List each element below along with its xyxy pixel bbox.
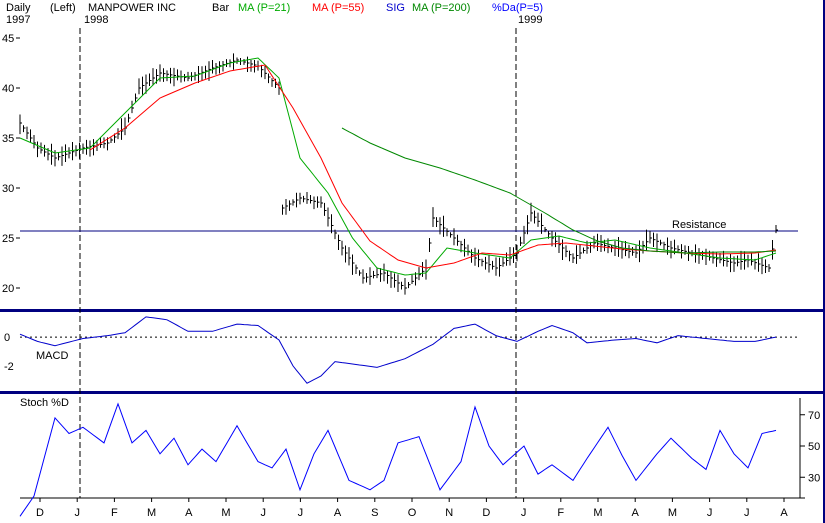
stoch-tick-label-70: 70 bbox=[808, 410, 820, 422]
ma200-legend: MA (P=200) bbox=[412, 2, 470, 14]
ma55-legend: MA (P=55) bbox=[312, 2, 364, 14]
year-1997-label: 1997 bbox=[6, 14, 30, 26]
stoch-tick-label-50: 50 bbox=[808, 441, 820, 453]
month-label-2: F bbox=[111, 507, 118, 519]
price-panel: 20 25 30 35 40 45 bbox=[2, 33, 798, 295]
month-label-1: J bbox=[74, 507, 80, 519]
period-label: Daily bbox=[6, 2, 31, 14]
month-label-8: A bbox=[334, 507, 342, 519]
month-label-14: F bbox=[557, 507, 564, 519]
month-label-6: J bbox=[260, 507, 266, 519]
macd-tick-label--2: -2 bbox=[4, 361, 14, 373]
price-tick-label-35: 35 bbox=[2, 133, 14, 145]
month-label-20: A bbox=[780, 507, 788, 519]
month-label-7: J bbox=[298, 507, 304, 519]
month-label-9: S bbox=[371, 507, 378, 519]
month-label-16: A bbox=[632, 507, 640, 519]
stoch-line bbox=[19, 402, 777, 517]
month-label-11: N bbox=[445, 507, 453, 519]
price-tick-label-30: 30 bbox=[2, 183, 14, 195]
right-edge bbox=[823, 0, 825, 523]
chart-kind-label: Bar bbox=[212, 2, 229, 14]
stoch-panel: 30 50 70 bbox=[19, 398, 820, 517]
year-1999-label: 1999 bbox=[518, 14, 542, 26]
pctd-legend: %Da(P=5) bbox=[492, 2, 543, 14]
price-tick-label-20: 20 bbox=[2, 283, 14, 295]
divider-middle bbox=[0, 391, 825, 394]
ma21-legend: MA (P=21) bbox=[238, 2, 290, 14]
month-label-5: M bbox=[221, 507, 230, 519]
stoch-label: Stoch %D bbox=[20, 397, 69, 409]
macd-panel: 0 -2 bbox=[4, 316, 798, 384]
price-tick-label-25: 25 bbox=[2, 233, 14, 245]
price-tick-label-40: 40 bbox=[2, 83, 14, 95]
month-label-10: O bbox=[408, 507, 417, 519]
company-label: MANPOWER INC bbox=[88, 2, 176, 14]
month-label-4: A bbox=[185, 507, 193, 519]
month-label-15: M bbox=[593, 507, 602, 519]
ma21-line bbox=[19, 57, 777, 276]
axis-side-label: (Left) bbox=[50, 2, 76, 14]
month-label-13: J bbox=[521, 507, 527, 519]
month-label-19: J bbox=[744, 507, 750, 519]
month-label-12: D bbox=[482, 507, 490, 519]
macd-line bbox=[19, 316, 777, 384]
ma200-line bbox=[341, 127, 777, 254]
month-label-0: D bbox=[36, 507, 44, 519]
macd-label: MACD bbox=[36, 350, 68, 362]
month-label-17: M bbox=[668, 507, 677, 519]
month-label-3: M bbox=[147, 507, 156, 519]
month-label-18: J bbox=[707, 507, 713, 519]
stoch-tick-label-30: 30 bbox=[808, 472, 820, 484]
macd-tick-label-0: 0 bbox=[4, 332, 10, 344]
sig-legend: SIG bbox=[386, 2, 405, 14]
resistance-annotation: Resistance bbox=[672, 219, 726, 231]
price-tick-label-45: 45 bbox=[2, 33, 14, 45]
divider-top bbox=[0, 309, 825, 312]
year-1998-label: 1998 bbox=[84, 14, 108, 26]
